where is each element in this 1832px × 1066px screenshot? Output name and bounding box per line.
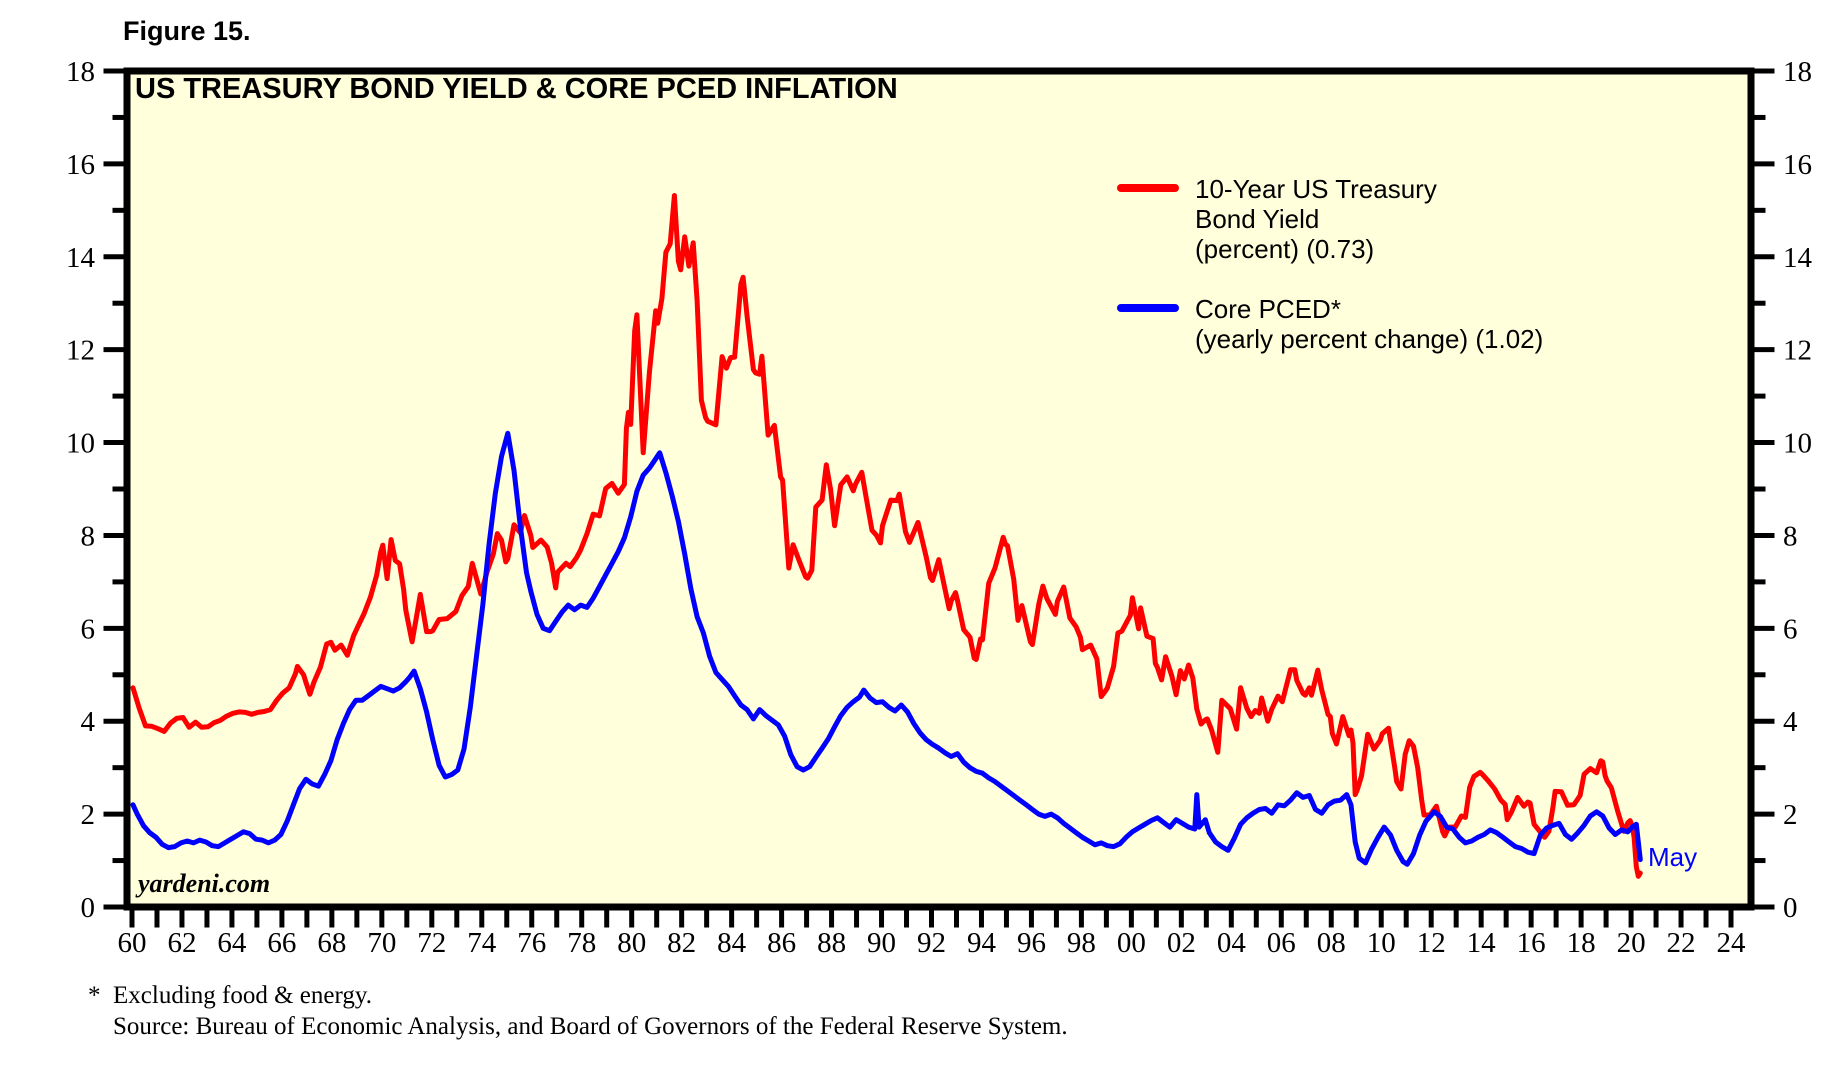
- x-tick-label: 86: [767, 927, 796, 959]
- y-tick-label-left: 10: [66, 428, 95, 460]
- y-tick-label-right: 4: [1783, 706, 1798, 738]
- x-tick-label: 68: [317, 927, 346, 959]
- x-tick-label: 18: [1567, 927, 1596, 959]
- y-tick-label-left: 0: [81, 892, 96, 924]
- x-tick-label: 64: [217, 927, 247, 959]
- y-tick-label-left: 16: [66, 149, 95, 181]
- y-tick-label-right: 8: [1783, 520, 1798, 552]
- y-tick-label-right: 14: [1783, 242, 1813, 274]
- x-tick-label: 16: [1517, 927, 1546, 959]
- y-tick-label-right: 0: [1783, 892, 1798, 924]
- chart-title: US TREASURY BOND YIELD & CORE PCED INFLA…: [135, 73, 898, 105]
- x-tick-label: 70: [367, 927, 396, 959]
- x-tick-label: 84: [717, 927, 747, 959]
- x-tick-label: 66: [267, 927, 296, 959]
- y-tick-label-left: 6: [81, 613, 96, 645]
- figure-label: Figure 15.: [123, 16, 251, 46]
- x-tick-label: 22: [1667, 927, 1696, 959]
- x-tick-label: 24: [1717, 927, 1747, 959]
- x-tick-label: 82: [667, 927, 696, 959]
- x-tick-label: 76: [517, 927, 546, 959]
- y-axis: 0 0 2 2 4 4 6 6 8 8 10 10 12 12 14 14 16 16 18 18: [66, 56, 1813, 924]
- x-tick-label: 72: [417, 927, 446, 959]
- legend-entry-treasury: 10-Year US Treasury Bond Yield (percent)…: [1117, 174, 1437, 264]
- watermark-yardeni: yardeni.com: [138, 869, 271, 898]
- series-group: [130, 193, 1643, 879]
- x-tick-label: 02: [1167, 927, 1196, 959]
- x-tick-label: 04: [1217, 927, 1247, 959]
- y-tick-label-left: 2: [81, 799, 96, 831]
- y-tick-label-right: 10: [1783, 428, 1812, 460]
- footnote-asterisk: *: [88, 982, 101, 1009]
- x-tick-label: 80: [617, 927, 646, 959]
- y-tick-label-left: 18: [66, 56, 95, 88]
- x-tick-label: 62: [167, 927, 196, 959]
- y-tick-label-left: 14: [66, 242, 96, 274]
- footnote-line2: Source: Bureau of Economic Analysis, and…: [113, 1013, 1068, 1040]
- legend-label-core-pced: Core PCED* (yearly percent change) (1.02…: [1195, 294, 1544, 354]
- x-tick-label: 92: [917, 927, 946, 959]
- core-pced-line-swatch: [1117, 304, 1179, 312]
- x-tick-label: 96: [1017, 927, 1046, 959]
- series-line-treasury: [130, 193, 1643, 879]
- x-tick-label: 94: [967, 927, 997, 959]
- plot-background: [127, 71, 1751, 907]
- x-tick-label: 14: [1467, 927, 1497, 959]
- may-annotation: May: [1648, 842, 1698, 872]
- y-tick-label-right: 12: [1783, 335, 1812, 367]
- x-tick-label: 08: [1317, 927, 1346, 959]
- x-tick-label: 60: [117, 927, 146, 959]
- x-tick-label: 06: [1267, 927, 1296, 959]
- y-tick-label-right: 16: [1783, 149, 1812, 181]
- y-tick-label-left: 12: [66, 335, 95, 367]
- x-tick-label: 90: [867, 927, 896, 959]
- footnote: * Excluding food & energy. Source: Burea…: [88, 980, 1068, 1042]
- x-tick-label: 12: [1417, 927, 1446, 959]
- plot-border: [123, 67, 1755, 911]
- x-tick-label: 20: [1617, 927, 1646, 959]
- x-tick-label: 88: [817, 927, 846, 959]
- y-tick-label-left: 4: [81, 706, 96, 738]
- footnote-line1: Excluding food & energy.: [113, 982, 372, 1009]
- x-tick-label: 74: [467, 927, 497, 959]
- x-tick-label: 98: [1067, 927, 1096, 959]
- legend-entry-core-pced: Core PCED* (yearly percent change) (1.02…: [1117, 294, 1543, 354]
- y-tick-label-right: 18: [1783, 56, 1812, 88]
- x-tick-label: 10: [1367, 927, 1396, 959]
- y-tick-label-right: 2: [1783, 799, 1798, 831]
- series-line-core-pced: [130, 430, 1643, 867]
- x-tick-label: 00: [1117, 927, 1146, 959]
- y-tick-label-left: 8: [81, 520, 96, 552]
- x-tick-label: 78: [567, 927, 596, 959]
- x-axis: 60 62 64 66 68 70 72 74 76 78 80 82 84 86 88 90 92 94 96 98…: [117, 910, 1747, 959]
- treasury-line-swatch: [1117, 184, 1179, 192]
- legend-label-treasury: 10-Year US Treasury Bond Yield (percent)…: [1195, 174, 1437, 264]
- y-tick-label-right: 6: [1783, 613, 1798, 645]
